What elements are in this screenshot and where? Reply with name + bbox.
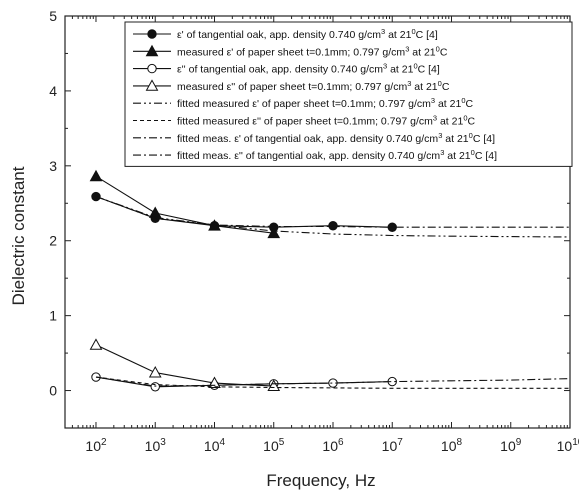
series-7 xyxy=(95,376,571,387)
x-tick-label: 103 xyxy=(145,437,167,454)
x-tick-label: 104 xyxy=(204,437,226,454)
y-axis: 0 1 2 3 4 5 xyxy=(49,8,570,429)
legend-box xyxy=(124,21,573,167)
legend-label: ε'' of tangential oak, app. density 0.74… xyxy=(177,61,440,76)
series-6 xyxy=(95,195,570,228)
triangle-marker xyxy=(145,44,159,57)
x-tick-label: 108 xyxy=(441,437,463,454)
circle-marker xyxy=(91,372,101,382)
y-tick-label: 4 xyxy=(49,83,57,99)
plot-border xyxy=(64,15,571,429)
x-tick-label: 106 xyxy=(322,437,344,454)
series-5 xyxy=(95,376,570,389)
triangle-marker xyxy=(89,169,103,182)
x-tick-label: 102 xyxy=(85,437,107,454)
triangle-marker xyxy=(89,338,103,350)
y-axis-title: Dielectric constant xyxy=(9,166,28,305)
circle-marker xyxy=(91,191,101,202)
y-tick-label: 3 xyxy=(49,158,57,174)
legend: ε' of tangential oak, app. density 0.740… xyxy=(124,21,573,167)
legend-label: fitted measured ε' of paper sheet t=0.1m… xyxy=(177,96,474,111)
x-tick-label: 109 xyxy=(500,437,522,454)
legend-label: fitted meas. ε' of tangential oak, app. … xyxy=(177,130,495,145)
x-axis-title: Frequency, Hz xyxy=(266,471,375,490)
circle-marker xyxy=(328,221,338,231)
legend-label: ε' of tangential oak, app. density 0.740… xyxy=(177,27,438,42)
circle-marker xyxy=(147,63,157,74)
triangle-marker xyxy=(148,206,162,218)
y-tick-label: 0 xyxy=(49,383,57,399)
series-line xyxy=(95,195,570,228)
legend-label: fitted meas. ε'' of tangential oak, app.… xyxy=(177,148,497,163)
series-line xyxy=(95,195,571,238)
x-axis: 102 103 104 105 106 107 108 109 1010 xyxy=(64,16,579,454)
triangle-marker xyxy=(148,366,162,378)
x-tick-label: 107 xyxy=(382,437,404,454)
legend-label: measured ε' of paper sheet t=0.1mm; 0.79… xyxy=(177,44,448,59)
circle-marker xyxy=(147,29,157,39)
plot-frame xyxy=(64,15,571,429)
legend-label: measured ε'' of paper sheet t=0.1mm; 0.7… xyxy=(177,78,450,93)
series-line xyxy=(95,376,570,389)
triangle-marker xyxy=(145,79,159,91)
triangle-marker xyxy=(267,226,281,239)
x-tick-label: 1010 xyxy=(557,437,579,454)
series-line xyxy=(95,376,571,387)
y-tick-label: 5 xyxy=(49,8,57,24)
y-tick-label: 1 xyxy=(49,308,57,324)
y-tick-label: 2 xyxy=(49,233,57,249)
series-layer xyxy=(89,169,571,392)
series-line xyxy=(95,175,274,234)
legend-label: fitted measured ε'' of paper sheet t=0.1… xyxy=(177,113,476,128)
x-tick-label: 105 xyxy=(263,437,285,454)
series-4 xyxy=(95,195,571,238)
